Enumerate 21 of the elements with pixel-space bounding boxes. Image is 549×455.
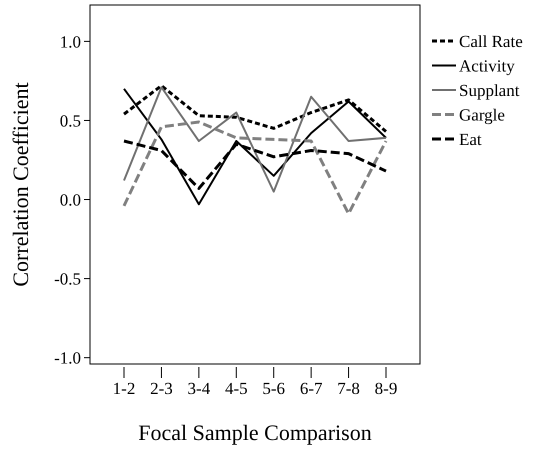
x-tick-label: 2-3 bbox=[150, 379, 173, 398]
x-tick-label: 4-5 bbox=[224, 379, 248, 398]
y-tick-label: -1.0 bbox=[54, 348, 81, 368]
y-tick-label: 0.0 bbox=[60, 190, 81, 210]
x-tick-label: 1-2 bbox=[112, 379, 136, 398]
line-series bbox=[122, 120, 388, 216]
legend-label: Supplant bbox=[459, 80, 520, 100]
x-axis-title: Focal Sample Comparison bbox=[138, 420, 372, 445]
y-tick-label: 0.5 bbox=[60, 111, 81, 130]
x-tick-label: 7-8 bbox=[337, 379, 360, 398]
x-tick-label: 3-4 bbox=[188, 379, 211, 398]
y-tick-label: -0.5 bbox=[54, 270, 81, 289]
x-tick-label: 8-9 bbox=[374, 379, 398, 398]
y-axis-title: Correlation Coefficient bbox=[8, 82, 33, 287]
legend-label: Call Rate bbox=[459, 32, 523, 51]
legend-label: Eat bbox=[459, 130, 482, 149]
legend-label: Gargle bbox=[459, 105, 505, 124]
legend-label: Activity bbox=[459, 56, 516, 76]
x-tick-label: 5-6 bbox=[262, 379, 286, 398]
x-tick-label: 6-7 bbox=[300, 379, 323, 398]
y-tick-label: 1.0 bbox=[60, 32, 81, 52]
